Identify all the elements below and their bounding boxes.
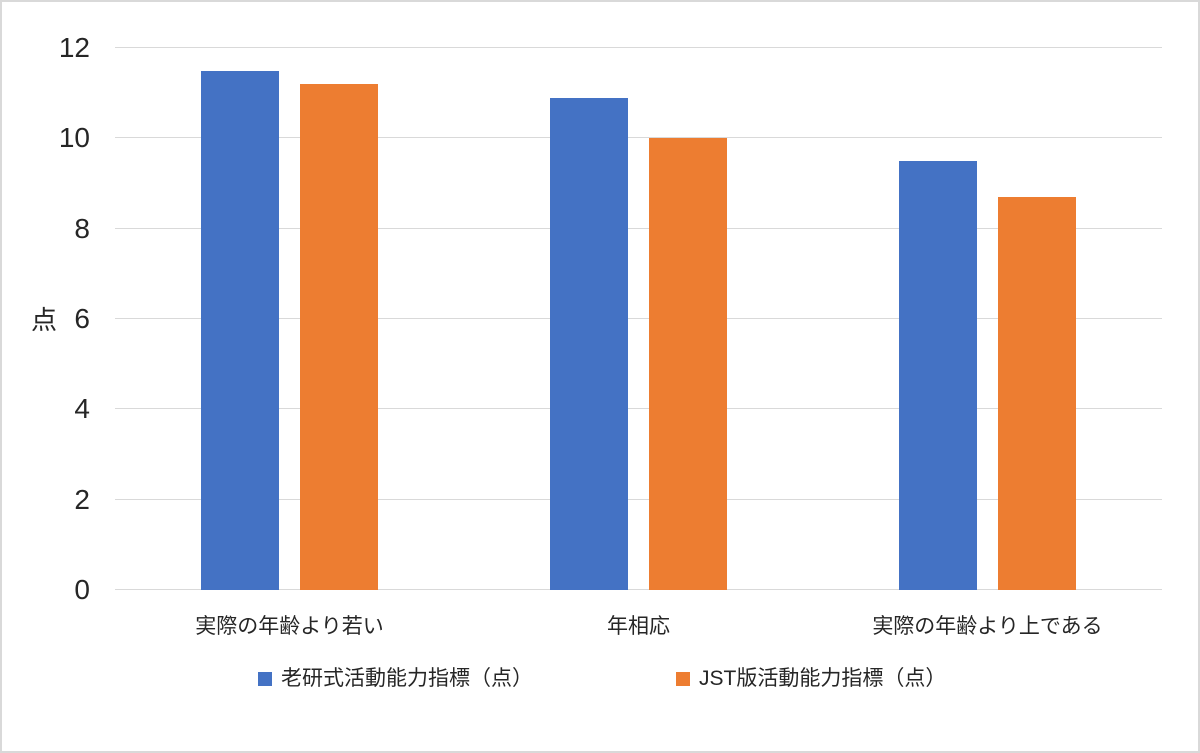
bar-series-0-category-1: [550, 97, 628, 590]
legend-swatch-icon: [676, 672, 690, 686]
plot-area: [115, 47, 1162, 590]
legend-label: JST版活動能力指標（点）: [699, 667, 947, 690]
gridline-y-8: [115, 227, 1162, 229]
y-tick-label-12: 12: [58, 32, 90, 63]
bar-series-1-category-1: [649, 138, 727, 590]
gridline-y-2: [115, 498, 1162, 500]
y-tick-label-8: 8: [74, 212, 90, 244]
y-tick-label-2: 2: [74, 483, 90, 515]
y-tick-label-6: 6: [74, 303, 90, 334]
y-tick-label-0: 0: [74, 574, 90, 605]
bar-series-0-category-2: [899, 160, 977, 590]
y-axis-title: 点: [30, 305, 57, 335]
category-label-2: 実際の年齢より上である: [872, 615, 1103, 638]
y-tick-label-4: 4: [74, 393, 90, 425]
gridline-y-6: [115, 318, 1162, 319]
gridline-y-4: [115, 408, 1162, 410]
bar-series-0-category-0: [201, 70, 279, 590]
category-label-0: 実際の年齢より若い: [195, 615, 384, 638]
gridline-y-12: [115, 47, 1162, 48]
legend-label: 老研式活動能力指標（点）: [281, 667, 533, 690]
bar-series-1-category-0: [300, 84, 378, 590]
legend-entry-1: JST版活動能力指標（点）: [676, 664, 946, 694]
gridline-y-0: [115, 589, 1162, 590]
legend-entry-0: 老研式活動能力指標（点）: [258, 664, 533, 694]
gridline-y-10: [115, 137, 1162, 139]
y-tick-label-10: 10: [58, 122, 90, 154]
legend-swatch-icon: [258, 672, 272, 686]
category-label-1: 年相応: [607, 615, 670, 638]
bar-series-1-category-2: [998, 197, 1076, 590]
